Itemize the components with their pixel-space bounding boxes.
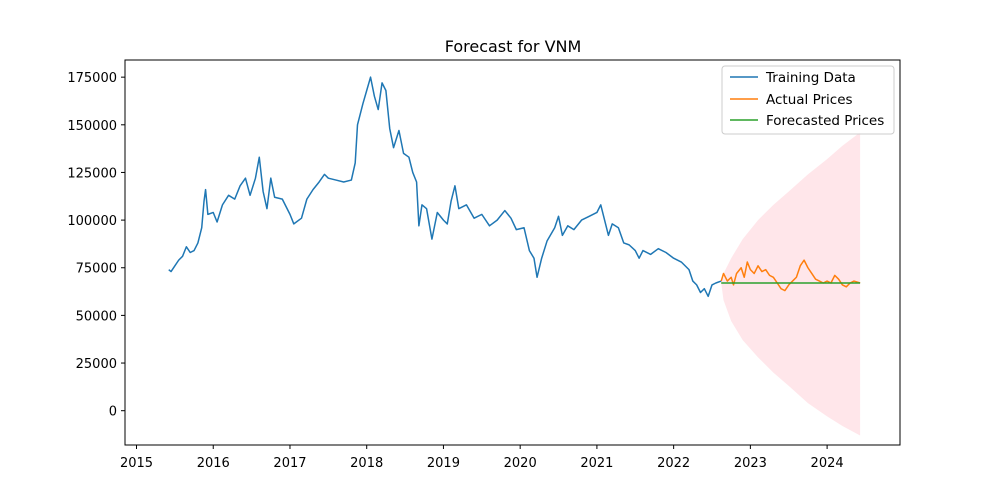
x-tick-label: 2020 [504, 456, 537, 471]
x-tick-label: 2018 [350, 456, 383, 471]
legend-label-training: Training Data [765, 70, 856, 86]
plot-area [168, 76, 861, 436]
actual-prices-line [720, 259, 861, 292]
x-tick-label: 2017 [273, 456, 306, 471]
y-tick-label: 100000 [67, 214, 117, 229]
y-tick-label: 50000 [76, 309, 117, 324]
y-tick-label: 125000 [67, 166, 117, 181]
training-data-line [168, 76, 722, 298]
y-tick-label: 0 [109, 405, 117, 420]
x-tick-label: 2021 [580, 456, 613, 471]
legend-label-forecast: Forecasted Prices [766, 113, 884, 129]
x-tick-label: 2015 [120, 456, 153, 471]
legend-box [721, 65, 895, 135]
x-tick-label: 2022 [657, 456, 690, 471]
axes: 2015 2016 2017 2018 2019 2020 2021 2022 2023 2024… [67, 59, 901, 471]
y-tick-label: 25000 [76, 357, 117, 372]
y-tick-label: 150000 [67, 119, 117, 134]
axes-frame [124, 59, 901, 446]
x-tick-label: 2016 [197, 456, 230, 471]
legend: Training Data Actual Prices Forecasted P… [721, 65, 895, 135]
y-tick-label: 75000 [76, 262, 117, 277]
x-tick-label: 2023 [734, 456, 767, 471]
x-tick-label: 2024 [811, 456, 844, 471]
x-tick-label: 2019 [427, 456, 460, 471]
legend-label-actual: Actual Prices [766, 92, 853, 108]
chart-title: Forecast for VNM [445, 37, 582, 56]
y-tick-label: 175000 [67, 71, 117, 86]
